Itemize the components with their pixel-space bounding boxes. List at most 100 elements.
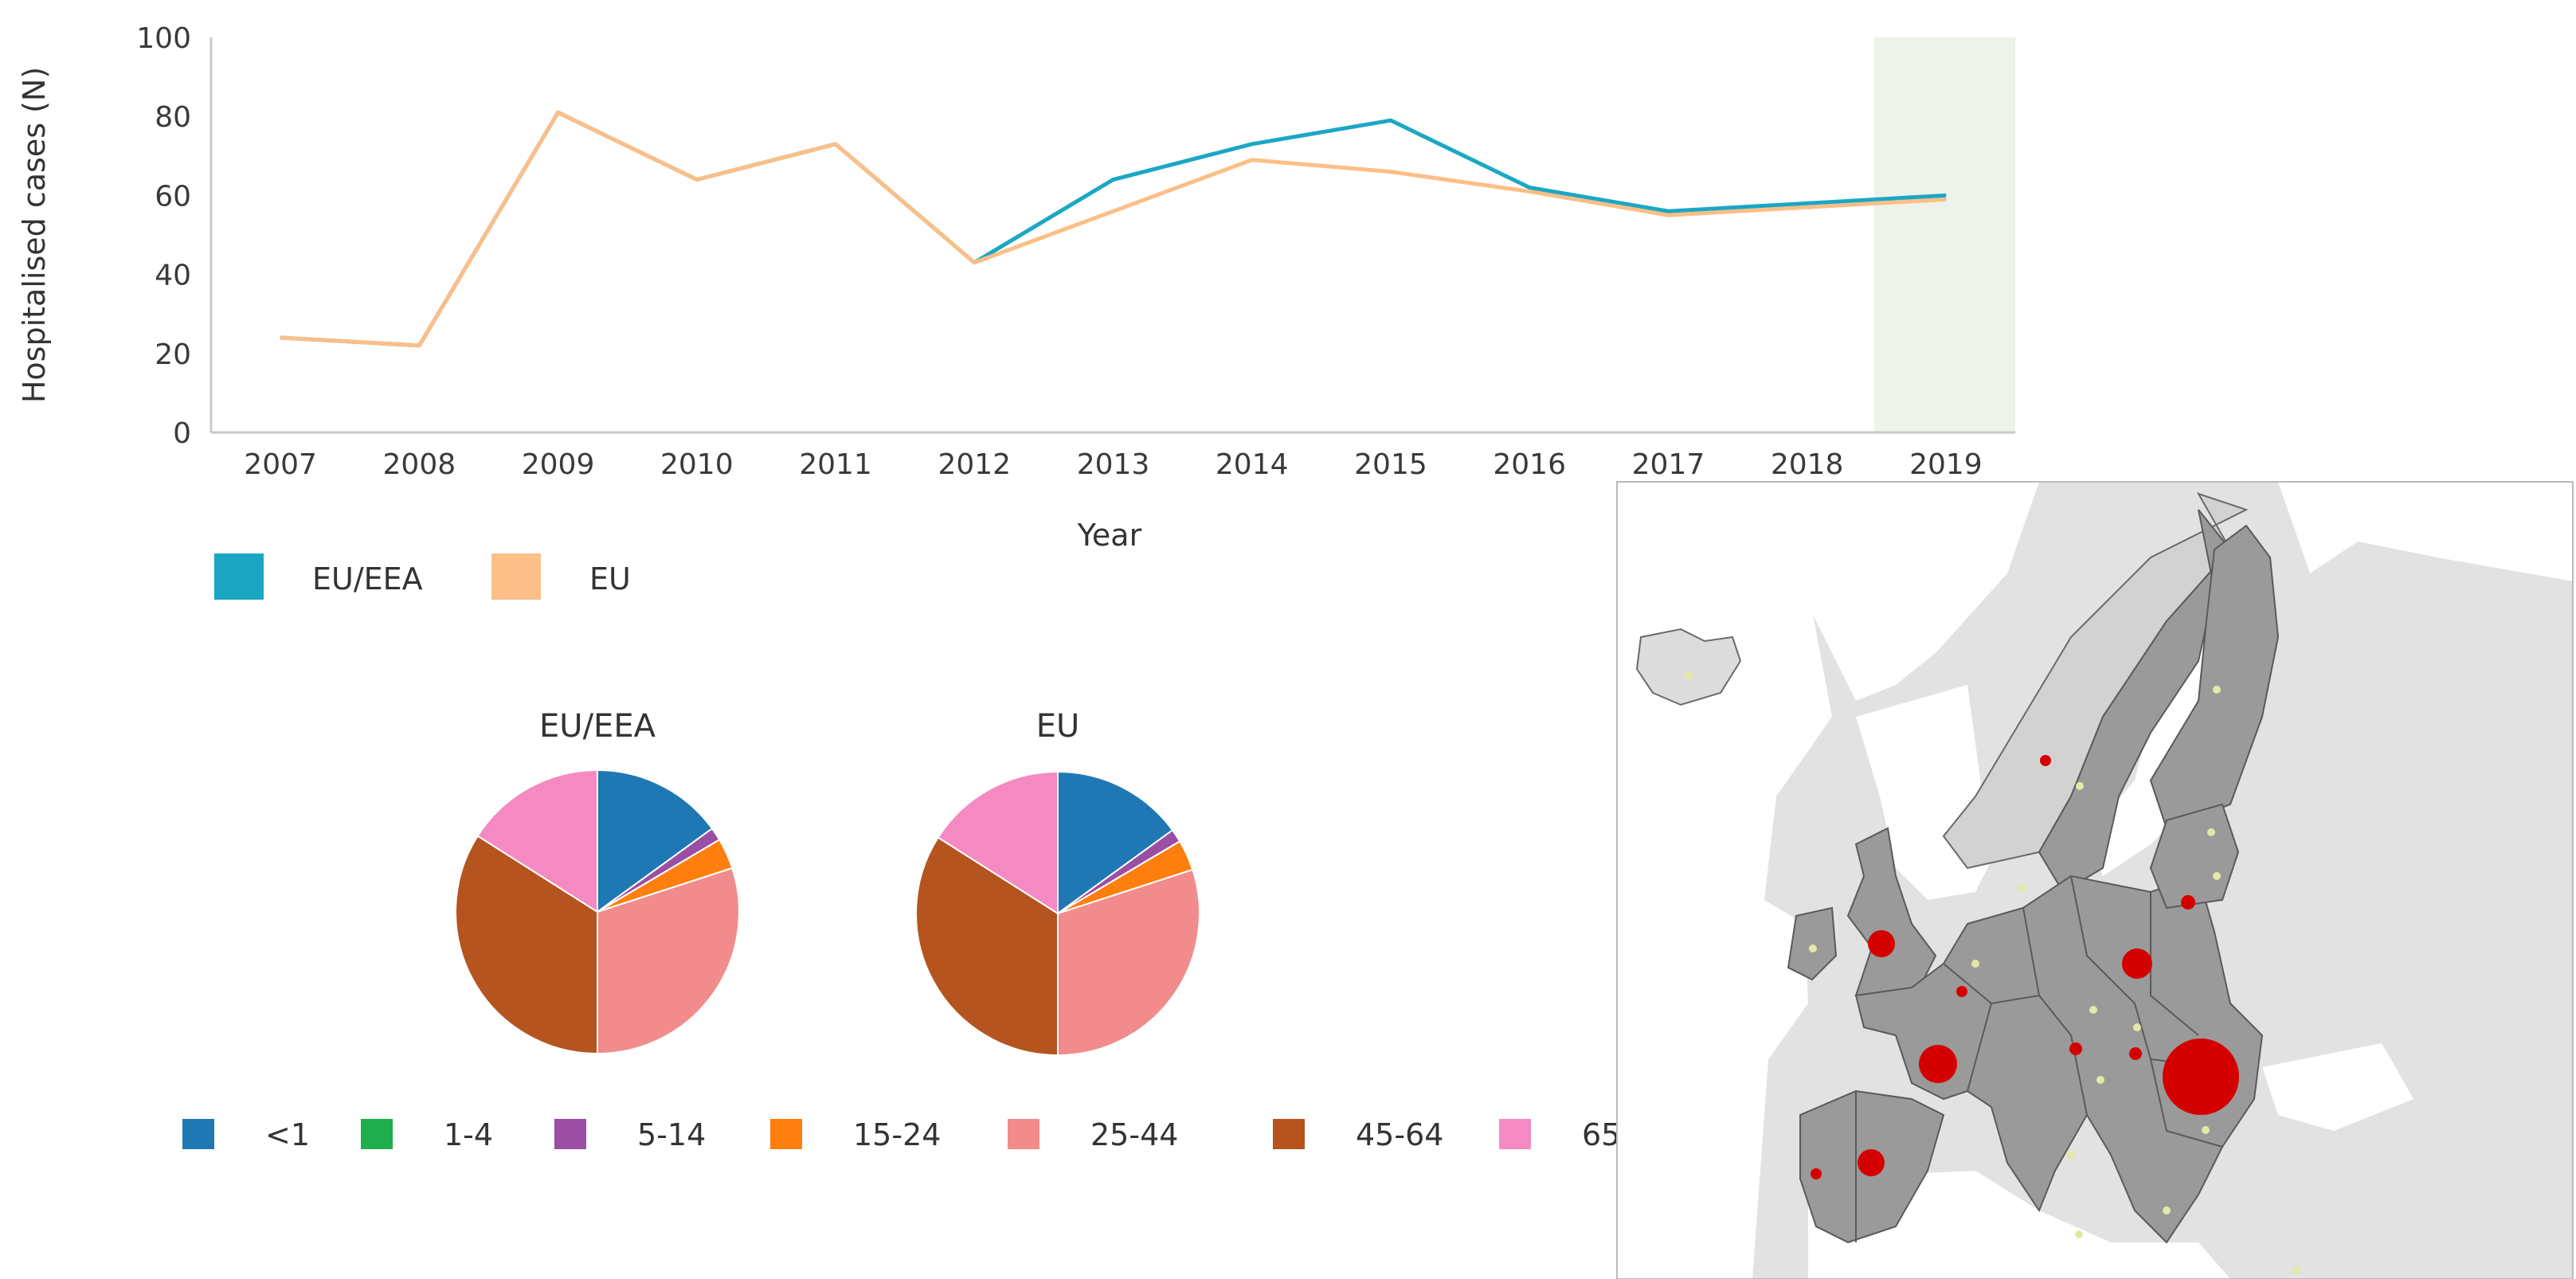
- bubble-hungary[interactable]: [2129, 1047, 2142, 1060]
- age-legend-swatch[interactable]: [361, 1119, 393, 1149]
- bubble-czechia[interactable]: [2089, 1006, 2097, 1014]
- series-line-eu-eea[interactable]: [280, 110, 1947, 348]
- bubble-norway[interactable]: [2040, 755, 2051, 766]
- age-legend-label: 5-14: [637, 1117, 706, 1152]
- y-tick-label: 0: [173, 417, 191, 450]
- data-point-eu[interactable]: [557, 111, 559, 114]
- map-border: [1616, 481, 2574, 1279]
- x-tick-label: 2013: [1077, 448, 1150, 481]
- data-point-eu-eea[interactable]: [1112, 178, 1114, 181]
- age-legend-swatch[interactable]: [1008, 1119, 1039, 1149]
- bubble-lithuania[interactable]: [2181, 895, 2195, 909]
- bubble-uk[interactable]: [1868, 930, 1895, 957]
- arctic-sea: [1617, 482, 2039, 701]
- pie-eu: [915, 770, 1200, 1057]
- ireland: [1787, 906, 1838, 981]
- bubble-poland[interactable]: [2122, 948, 2152, 979]
- age-legend-swatch[interactable]: [554, 1119, 586, 1149]
- data-point-eu-eea[interactable]: [1389, 119, 1392, 122]
- data-point-eu-eea[interactable]: [1944, 194, 1947, 197]
- x-tick-label: 2007: [244, 448, 317, 481]
- x-tick-label: 2010: [660, 448, 734, 481]
- data-point-eu[interactable]: [1251, 158, 1253, 161]
- pie-slice-45-64[interactable]: [455, 835, 598, 1055]
- x-tick-label: 2014: [1216, 448, 1289, 481]
- bubble-ireland[interactable]: [1809, 945, 1817, 952]
- x-tick-label: 2019: [1909, 448, 1983, 481]
- pie-slice--1[interactable]: [1057, 770, 1174, 915]
- x-tick-label: 2011: [799, 448, 872, 481]
- data-point-eu[interactable]: [418, 344, 421, 346]
- highlight-band-2019: [1874, 37, 2015, 432]
- y-ticks: 0 20 40 60 80 100: [136, 22, 191, 450]
- age-legend-label: 1-4: [444, 1117, 493, 1152]
- x-tick-label: 2016: [1493, 448, 1566, 481]
- data-point-eu-eea[interactable]: [1667, 210, 1670, 213]
- age-legend-swatch[interactable]: [1499, 1119, 1531, 1149]
- bubble-spain[interactable]: [1858, 1149, 1885, 1176]
- x-tick-label: 2015: [1354, 448, 1427, 481]
- bubble-romania[interactable]: [2163, 1038, 2239, 1115]
- pie-slice-25-44[interactable]: [597, 866, 740, 1055]
- bubble-belgium[interactable]: [1956, 986, 1967, 997]
- bubble-portugal[interactable]: [1811, 1168, 1822, 1179]
- age-legend-swatch[interactable]: [1273, 1119, 1305, 1149]
- bubble-france[interactable]: [1919, 1045, 1957, 1083]
- bubble-austria[interactable]: [2069, 1042, 2082, 1055]
- data-point-eu[interactable]: [973, 261, 976, 264]
- legend-swatch-eu-eea[interactable]: [214, 553, 264, 600]
- bubble-sweden[interactable]: [2076, 782, 2084, 790]
- data-point-eu[interactable]: [835, 143, 837, 145]
- bubble-slovakia[interactable]: [2133, 1023, 2141, 1031]
- bubble-bulgaria[interactable]: [2202, 1126, 2210, 1134]
- data-point-eu-eea[interactable]: [1529, 186, 1531, 189]
- y-tick-label: 20: [155, 338, 191, 371]
- y-tick-label: 100: [136, 22, 191, 55]
- data-point-eu-eea[interactable]: [1806, 202, 1808, 205]
- bubble-iceland[interactable]: [1685, 671, 1693, 679]
- bubble-denmark[interactable]: [2018, 884, 2026, 892]
- y-tick-label: 40: [155, 260, 191, 292]
- y-axis-label: Hospitalised cases (N): [17, 67, 52, 403]
- bubble-italy[interactable]: [2067, 1151, 2075, 1159]
- pie-slice-65-[interactable]: [937, 770, 1059, 915]
- mediterranean-sea: [1808, 1171, 2230, 1279]
- line-chart: 0 20 40 60 80 100 2007 2008 2009 2010 2011 2012 201…: [17, 22, 2015, 600]
- data-point-eu[interactable]: [1112, 210, 1114, 213]
- pie-eu-eea: [455, 769, 740, 1055]
- continental-eu: [1854, 874, 2264, 1244]
- data-point-eu[interactable]: [1806, 206, 1808, 209]
- pie-slice--1[interactable]: [597, 769, 714, 913]
- bubble-croatia[interactable]: [2096, 1076, 2104, 1084]
- pie-slice-65-[interactable]: [476, 769, 598, 913]
- age-legend-label: 25-44: [1090, 1117, 1178, 1152]
- pie-slice-45-64[interactable]: [915, 836, 1059, 1057]
- baltic-sea: [2087, 605, 2230, 876]
- data-point-eu[interactable]: [1944, 198, 1947, 201]
- legend-swatch-eu[interactable]: [491, 553, 541, 600]
- bubble-malta[interactable]: [2075, 1230, 2083, 1238]
- finland: [2149, 524, 2280, 830]
- bubble-netherlands[interactable]: [1971, 960, 1979, 968]
- bubble-estonia[interactable]: [2207, 828, 2215, 836]
- x-tick-label: 2017: [1632, 448, 1705, 481]
- baltic-states: [2149, 803, 2240, 909]
- series-line-eu[interactable]: [280, 110, 1947, 348]
- bubble-cyprus[interactable]: [2292, 1266, 2300, 1274]
- age-legend-swatch[interactable]: [770, 1119, 802, 1149]
- data-point-eu[interactable]: [1529, 190, 1531, 193]
- data-point-eu-eea[interactable]: [1251, 143, 1253, 145]
- bubble-finland[interactable]: [2213, 686, 2221, 694]
- age-legend-label: 45-64: [1356, 1117, 1443, 1152]
- data-point-eu[interactable]: [1389, 170, 1392, 173]
- pie-title-eu: EU: [1036, 708, 1080, 745]
- data-point-eu[interactable]: [280, 336, 282, 338]
- data-point-eu[interactable]: [1667, 214, 1670, 217]
- legend-label-eu: EU: [589, 561, 631, 596]
- bubble-greece[interactable]: [2163, 1207, 2171, 1214]
- x-tick-label: 2012: [938, 448, 1011, 481]
- bubble-latvia[interactable]: [2213, 872, 2221, 880]
- age-legend-swatch[interactable]: [182, 1119, 214, 1149]
- data-point-eu[interactable]: [695, 178, 698, 181]
- pie-slice-25-44[interactable]: [1057, 868, 1200, 1057]
